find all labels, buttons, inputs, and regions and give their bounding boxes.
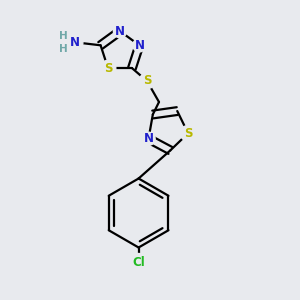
Circle shape bbox=[100, 60, 116, 76]
Text: H: H bbox=[59, 31, 68, 41]
Circle shape bbox=[180, 125, 196, 141]
Text: N: N bbox=[134, 39, 144, 52]
Circle shape bbox=[139, 73, 155, 89]
Text: Cl: Cl bbox=[132, 256, 145, 269]
Circle shape bbox=[113, 25, 127, 38]
Text: N: N bbox=[70, 36, 80, 49]
Circle shape bbox=[142, 132, 155, 146]
Circle shape bbox=[67, 34, 83, 50]
Text: N: N bbox=[143, 132, 154, 145]
Text: S: S bbox=[184, 127, 192, 140]
Text: S: S bbox=[104, 61, 112, 75]
Text: H: H bbox=[59, 44, 68, 54]
Text: S: S bbox=[143, 74, 151, 88]
Circle shape bbox=[133, 39, 146, 52]
Text: N: N bbox=[115, 25, 125, 38]
Circle shape bbox=[130, 254, 148, 272]
